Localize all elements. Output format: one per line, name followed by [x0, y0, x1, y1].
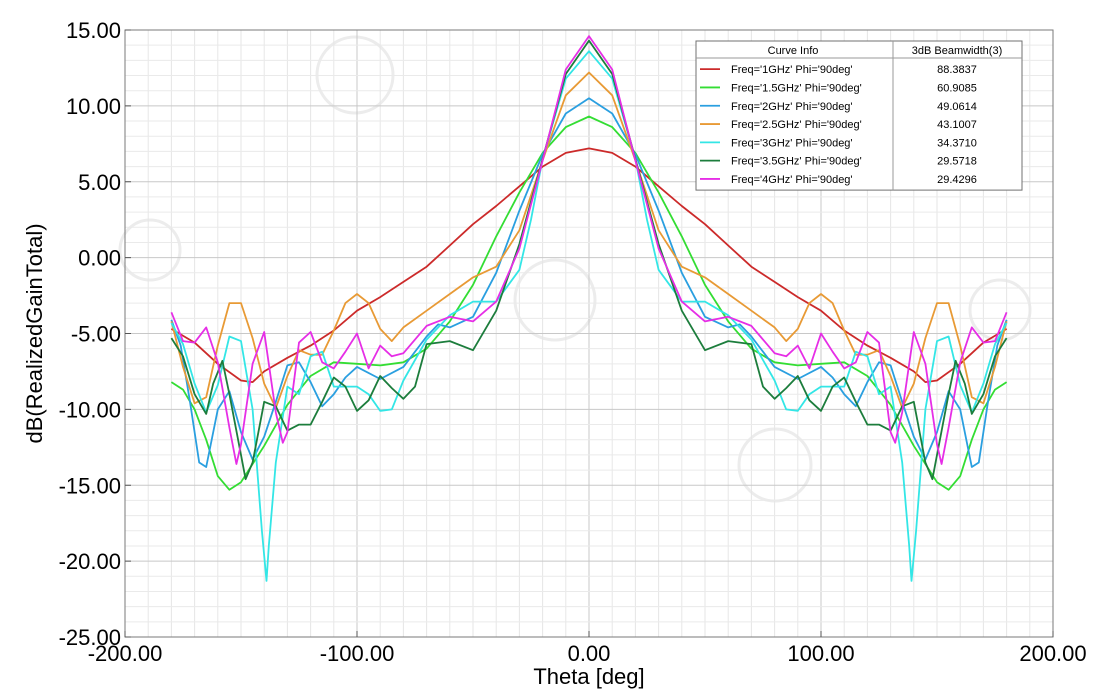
y-axis-title: dB(RealizedGainTotal)	[22, 223, 47, 443]
watermark-logo-mark	[118, 218, 182, 282]
legend-series-name-1: Freq='1GHz' Phi='90deg'	[731, 64, 853, 76]
series-line-5	[170, 50, 1008, 582]
series-line-6	[170, 39, 1008, 481]
legend-header-beamwidth: 3dB Beamwidth(3)	[912, 45, 1003, 57]
y-tick-label: -5.00	[71, 322, 121, 347]
x-axis-title: Theta [deg]	[533, 664, 644, 689]
y-tick-label: 15.00	[66, 18, 121, 43]
y-tick-label: -20.00	[59, 549, 121, 574]
series-line-4	[170, 71, 1008, 409]
legend-series-name-4: Freq='2.5GHz' Phi='90deg'	[731, 119, 862, 131]
legend-series-name-2: Freq='1.5GHz' Phi='90deg'	[731, 82, 862, 94]
x-tick-label: 0.00	[568, 641, 611, 666]
legend-beamwidth-6: 29.5718	[937, 156, 977, 168]
y-tick-label: -25.00	[59, 625, 121, 650]
legend-beamwidth-4: 43.1007	[937, 119, 977, 131]
x-tick-label: 200.00	[1019, 641, 1086, 666]
series-line-3	[170, 97, 1008, 468]
legend-series-name-6: Freq='3.5GHz' Phi='90deg'	[731, 156, 862, 168]
x-tick-label: 100.00	[787, 641, 854, 666]
y-axis: 15.00 10.00 5.00 0.00 -5.00 -10.00 -15.00 -20.0…	[59, 18, 131, 650]
x-axis: -200.00 -100.00 0.00 100.00 200.00	[88, 631, 1087, 666]
y-tick-label: -10.00	[59, 397, 121, 422]
x-tick-label: -200.00	[88, 641, 163, 666]
y-tick-label: 5.00	[78, 170, 121, 195]
legend-series-name-3: Freq='2GHz' Phi='90deg'	[731, 101, 853, 113]
legend-beamwidth-7: 29.4296	[937, 174, 977, 186]
legend-rows: Freq='1GHz' Phi='90deg' 88.3837 Freq='1.5G…	[696, 57, 1022, 186]
y-tick-label: -15.00	[59, 473, 121, 498]
series-layer	[170, 35, 1008, 582]
legend: Curve Info 3dB Beamwidth(3) Freq='1GHz' …	[695, 40, 1023, 191]
legend-beamwidth-1: 88.3837	[937, 64, 977, 76]
legend-beamwidth-5: 34.3710	[937, 137, 977, 149]
legend-series-name-5: Freq='3GHz' Phi='90deg'	[731, 137, 853, 149]
x-tick-label: -100.00	[320, 641, 395, 666]
series-line-1	[170, 147, 1008, 383]
series-line-2	[170, 115, 1008, 491]
legend-box	[695, 40, 1023, 191]
legend-beamwidth-3: 49.0614	[937, 101, 977, 113]
y-tick-label: 0.00	[78, 246, 121, 271]
legend-header-curve-info: Curve Info	[768, 45, 819, 57]
y-tick-label: 10.00	[66, 94, 121, 119]
series-line-7	[170, 35, 1008, 465]
watermark-logo-mark	[315, 35, 395, 115]
legend-beamwidth-2: 60.9085	[937, 82, 977, 94]
legend-series-name-7: Freq='4GHz' Phi='90deg'	[731, 174, 853, 186]
watermark-logo-mark	[513, 258, 597, 342]
